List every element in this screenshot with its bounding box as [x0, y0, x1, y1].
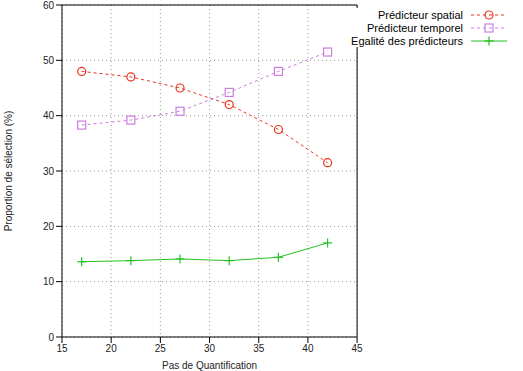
- svg-text:45: 45: [352, 343, 364, 354]
- svg-text:60: 60: [43, 0, 55, 11]
- svg-text:30: 30: [204, 343, 216, 354]
- svg-text:Proportion de sélection (%): Proportion de sélection (%): [8, 111, 14, 232]
- svg-text:0: 0: [48, 332, 54, 343]
- html-text:Prédicteur temporel: Prédicteur temporel: [367, 21, 463, 34]
- svg-text:15: 15: [56, 343, 68, 354]
- svg-text:40: 40: [43, 110, 55, 121]
- svg-text:50: 50: [43, 55, 55, 66]
- svg-text:10: 10: [43, 276, 55, 287]
- svg-text:35: 35: [253, 343, 265, 354]
- svg-text:30: 30: [43, 166, 55, 177]
- svg-text:40: 40: [302, 343, 314, 354]
- svg-text:20: 20: [43, 221, 55, 232]
- svg-text:Pas de Quantification: Pas de Quantification: [162, 360, 257, 371]
- html-text:Egalité des prédicteurs: Egalité des prédicteurs: [351, 34, 463, 47]
- svg-text:25: 25: [155, 343, 167, 354]
- svg-text:20: 20: [106, 343, 118, 354]
- html-text:Prédicteur spatial: Prédicteur spatial: [378, 8, 463, 21]
